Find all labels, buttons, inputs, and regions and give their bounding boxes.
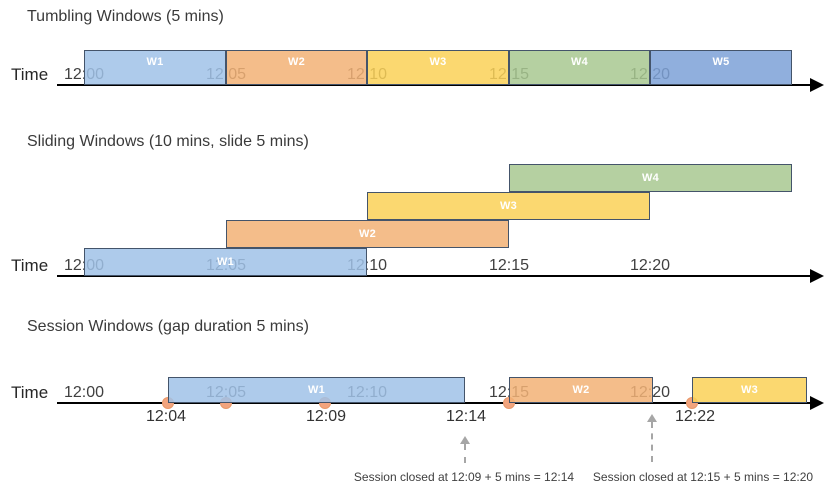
time-axis-label: Time [11,383,49,402]
window-label: W1 [216,256,235,268]
event-time-label: 12:09 [305,408,347,425]
time-axis-label: Time [11,65,49,84]
event-time-label: 12:04 [145,408,187,425]
window-w3: W3 [367,192,650,220]
window-w4: W4 [509,50,650,85]
dashed-arrow-head-icon [460,436,470,444]
session-closed-annotation: Session closed at 12:15 + 5 mins = 12:20 [592,470,814,484]
window-label: W3 [499,200,518,212]
window-w3: W3 [692,377,807,403]
window-label: W1 [307,384,326,396]
tick-label: 12:00 [63,384,105,401]
tick-label: 12:20 [629,257,671,274]
dashed-arrow-head-icon [647,414,657,422]
axis-arrowhead-icon [810,396,824,410]
window-w1: W1 [84,248,367,276]
window-label: W4 [641,172,660,184]
window-label: W2 [358,228,377,240]
tick-label: 12:15 [488,257,530,274]
time-axis-line [57,402,810,404]
axis-arrowhead-icon [810,78,824,92]
window-w3: W3 [367,50,509,85]
window-w1: W1 [168,377,465,403]
window-w2: W2 [226,220,509,248]
window-label: W5 [712,55,730,68]
window-w2: W2 [226,50,367,85]
window-label: W3 [429,55,447,68]
window-w1: W1 [84,50,226,85]
window-label: W4 [570,55,589,68]
section-title: Sliding Windows (10 mins, slide 5 mins) [27,133,309,150]
window-w4: W4 [509,164,792,192]
event-time-label: 12:22 [674,408,716,425]
dashed-arrow-line [651,422,653,462]
window-label: W2 [572,384,590,396]
window-label: W3 [740,384,759,396]
time-axis-line [57,84,810,86]
window-w2: W2 [509,377,653,403]
session-closed-annotation: Session closed at 12:09 + 5 mins = 12:14 [353,470,575,484]
axis-arrowhead-icon [810,269,824,283]
section-title: Tumbling Windows (5 mins) [27,8,224,25]
time-axis-line [57,275,810,277]
window-label: W2 [287,55,306,68]
dashed-arrow-line [464,444,466,463]
time-axis-label: Time [11,256,49,275]
window-w5: W5 [650,50,792,85]
window-label: W1 [146,55,164,68]
section-title: Session Windows (gap duration 5 mins) [27,318,309,335]
event-time-label: 12:14 [445,408,487,425]
